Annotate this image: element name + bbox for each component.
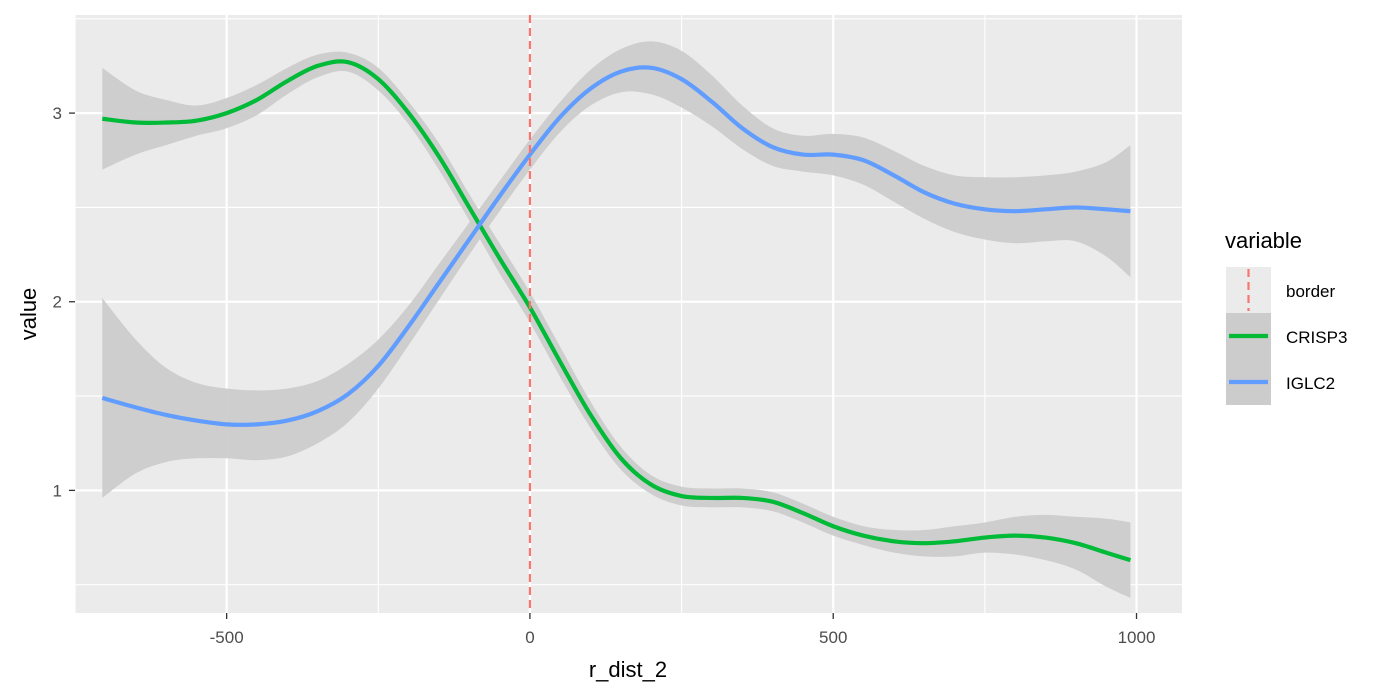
x-axis-title: r_dist_2	[589, 657, 667, 682]
series-lines	[101, 59, 1132, 563]
legend-label-iglc2: IGLC2	[1286, 374, 1335, 393]
line-iglc2	[101, 65, 1131, 427]
ribbon-crisp3	[102, 51, 1131, 598]
y-axis-title: value	[16, 288, 41, 341]
legend: variable border CRISP3 IGLC2	[1225, 228, 1347, 405]
legend-label-border: border	[1286, 282, 1335, 301]
y-tick-label: 1	[53, 481, 62, 500]
legend-keys	[1226, 267, 1271, 405]
x-tick-label: -500	[210, 628, 244, 647]
x-tick-label: 500	[819, 628, 847, 647]
y-axis: 1 2 3	[53, 104, 75, 500]
legend-title: variable	[1225, 228, 1302, 253]
line-crisp3	[102, 59, 1132, 563]
panel-background	[75, 15, 1182, 613]
x-tick-label: 1000	[1118, 628, 1156, 647]
y-tick-label: 2	[53, 293, 62, 312]
x-axis: -500 0 500 1000	[210, 613, 1156, 647]
y-tick-label: 3	[53, 104, 62, 123]
legend-label-crisp3: CRISP3	[1286, 328, 1347, 347]
x-tick-label: 0	[525, 628, 534, 647]
